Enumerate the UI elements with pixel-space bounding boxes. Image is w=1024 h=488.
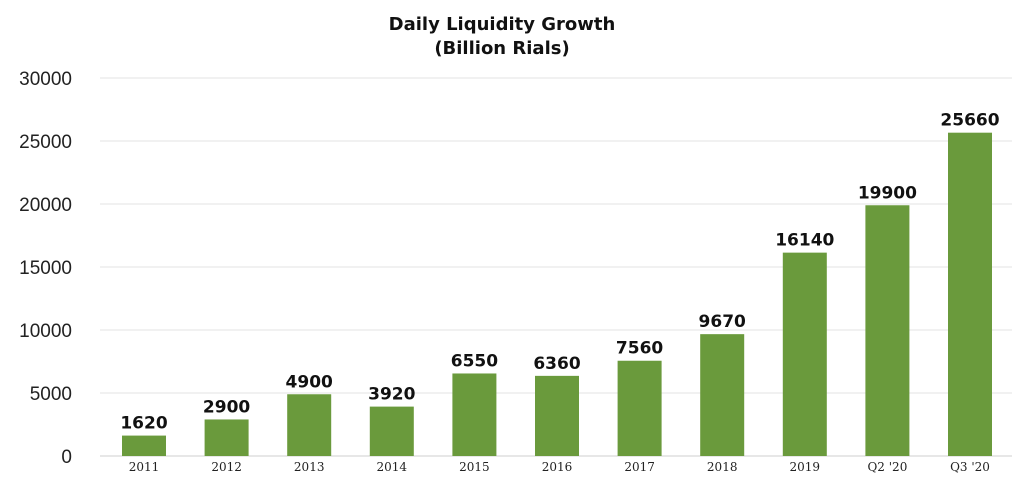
bar xyxy=(452,373,497,456)
bar xyxy=(204,419,249,456)
y-axis: 0 5000 10000 15000 20000 25000 30000 xyxy=(19,69,72,468)
bar xyxy=(948,132,992,456)
value-labels: 1620 2900 4900 3920 6550 6360 7560 9670 16140 199… xyxy=(120,111,999,434)
data-label: 3920 xyxy=(368,385,415,405)
x-tick-label: Q3 '20 xyxy=(950,460,990,474)
data-label: 6550 xyxy=(451,351,498,371)
x-tick-label: 2015 xyxy=(459,460,490,474)
y-tick-label: 0 xyxy=(61,447,72,468)
chart-title: Daily Liquidity Growth xyxy=(389,14,616,35)
bar xyxy=(865,205,910,456)
bar xyxy=(122,435,166,456)
x-tick-label: 2013 xyxy=(294,460,325,474)
data-label: 16140 xyxy=(775,231,834,251)
y-tick-label: 15000 xyxy=(19,258,72,279)
y-tick-label: 20000 xyxy=(19,195,72,216)
data-label: 9670 xyxy=(699,312,746,332)
x-tick-label: Q2 '20 xyxy=(867,460,907,474)
x-tick-label: 2018 xyxy=(707,460,738,474)
x-tick-label: 2017 xyxy=(624,460,655,474)
bar xyxy=(617,360,662,456)
x-axis: 2011 2012 2013 2014 2015 2016 2017 2018 2019 Q2 '… xyxy=(129,460,990,474)
data-label: 2900 xyxy=(203,397,250,417)
x-tick-label: 2019 xyxy=(790,460,821,474)
chart-subtitle: (Billion Rials) xyxy=(434,38,569,59)
bar xyxy=(782,252,827,456)
data-label: 19900 xyxy=(858,183,917,203)
data-label: 1620 xyxy=(120,414,167,434)
bar xyxy=(700,334,745,456)
bar xyxy=(535,375,579,456)
data-label: 6360 xyxy=(533,354,580,374)
gridlines xyxy=(100,77,1012,457)
data-label: 25660 xyxy=(940,111,999,131)
bars xyxy=(122,132,992,456)
data-label: 4900 xyxy=(286,372,333,392)
y-tick-label: 5000 xyxy=(30,384,72,405)
x-tick-label: 2011 xyxy=(129,460,160,474)
bar xyxy=(369,406,414,456)
y-tick-label: 30000 xyxy=(19,69,72,90)
data-label: 7560 xyxy=(616,339,663,359)
y-tick-label: 25000 xyxy=(19,132,72,153)
y-tick-label: 10000 xyxy=(19,321,72,342)
bar xyxy=(287,394,332,456)
x-tick-label: 2014 xyxy=(377,460,408,474)
x-tick-label: 2016 xyxy=(542,460,573,474)
x-tick-label: 2012 xyxy=(211,460,242,474)
